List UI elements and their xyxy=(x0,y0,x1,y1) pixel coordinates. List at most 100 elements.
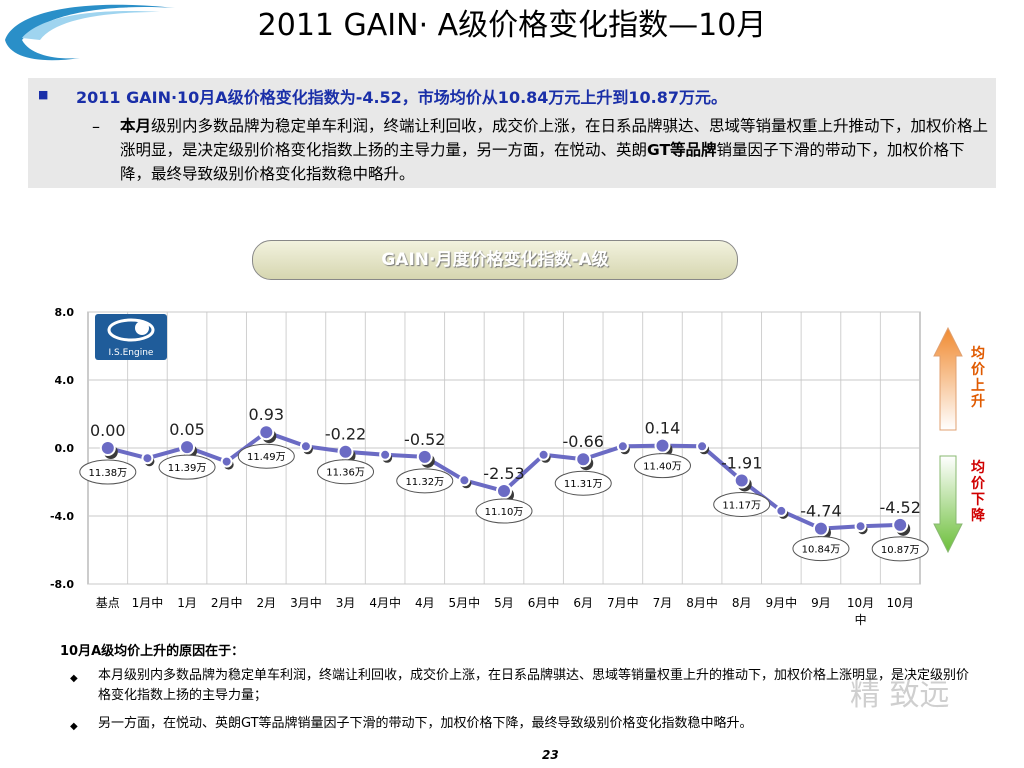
price-callout-text: 11.31万 xyxy=(564,479,603,490)
x-tick-label: 基点 xyxy=(96,596,120,610)
chart-title-pill: GAIN·月度价格变化指数-A级 xyxy=(252,240,738,280)
page-number: 23 xyxy=(542,748,559,762)
data-point xyxy=(775,504,788,517)
data-value-label: 0.14 xyxy=(645,419,681,438)
x-tick-label: 6月中 xyxy=(528,595,560,610)
data-value-label: 0.00 xyxy=(90,421,126,440)
logo-text: I.S.Engine xyxy=(109,348,154,358)
data-point xyxy=(537,448,550,461)
series-points xyxy=(99,424,911,540)
data-point xyxy=(496,483,512,500)
data-point xyxy=(854,520,867,533)
price-callout-bubble xyxy=(792,536,850,562)
slide-title: 2011 GAIN· A级价格变化指数—10月 xyxy=(257,8,767,43)
x-tick-label: 10月 xyxy=(847,596,874,610)
price-up-label: 均价上升 xyxy=(971,346,985,410)
price-callout-bubble xyxy=(554,470,612,496)
dash-bullet: – xyxy=(92,117,100,136)
detail-bold: GT等品牌 xyxy=(647,141,717,159)
data-point xyxy=(616,440,629,453)
reasons-title: 10月A级均价上升的原因在于： xyxy=(60,644,245,659)
y-tick-label: 4.0 xyxy=(55,374,75,387)
x-tick-label: 1月 xyxy=(177,596,197,610)
x-axis-ticks: 基点 1月中 1月 2月中 2月 3月中 3月 4月中 4月 5月中 5月 6月中 6月 7月中 7月 8月中… xyxy=(96,595,914,627)
chart-grid xyxy=(87,311,921,585)
y-tick-label: -8.0 xyxy=(50,578,74,591)
price-callout-text: 11.39万 xyxy=(168,463,207,474)
value-labels: 0.00 0.05 0.93 -0.22 -0.52 -2.53 -0.66 0.14 -1.9… xyxy=(90,405,921,520)
x-tick-label-continued: 中 xyxy=(855,612,867,627)
data-point xyxy=(696,440,709,453)
price-callout-bubble xyxy=(871,536,929,562)
x-tick-label: 4月中 xyxy=(369,595,401,610)
price-callout-text: 11.10万 xyxy=(485,507,524,518)
price-down-label: 均价下降 xyxy=(971,460,985,524)
data-point xyxy=(379,448,392,461)
data-point xyxy=(416,448,433,465)
price-down-arrow xyxy=(933,455,963,554)
price-callout-text: 10.87万 xyxy=(881,545,920,556)
price-callout-text: 11.38万 xyxy=(88,468,127,479)
x-tick-label: 3月 xyxy=(336,596,356,610)
data-point xyxy=(141,452,154,465)
data-point xyxy=(220,455,233,468)
x-tick-label: 7月 xyxy=(653,596,673,610)
price-callout-bubble xyxy=(317,459,375,485)
diamond-bullet-icon: ◆ xyxy=(70,673,78,684)
x-tick-label: 2月 xyxy=(256,596,276,610)
price-callout-text: 11.49万 xyxy=(247,452,286,463)
x-tick-label: 5月 xyxy=(494,596,514,610)
x-tick-label: 6月 xyxy=(573,596,593,610)
price-callouts: 11.38万 11.39万 11.49万 11.36万 11.32万 11.10万 11.3… xyxy=(79,443,929,562)
x-tick-label: 8月 xyxy=(732,596,752,610)
y-tick-label: 0.0 xyxy=(55,442,75,455)
x-tick-label: 9月 xyxy=(811,596,831,610)
detail-lead: 本月 xyxy=(120,117,152,135)
price-callout-bubble xyxy=(396,468,454,494)
price-callout-bubble xyxy=(237,443,295,469)
price-callout-bubble xyxy=(633,453,691,479)
x-tick-label: 1月中 xyxy=(132,595,164,610)
data-point xyxy=(458,474,471,487)
price-callout-bubble xyxy=(475,498,533,524)
data-point xyxy=(337,443,354,460)
data-value-label: 0.93 xyxy=(248,405,284,424)
is-engine-logo: I.S.Engine xyxy=(95,314,167,360)
data-point xyxy=(812,520,829,537)
x-tick-label: 9月中 xyxy=(766,595,798,610)
reason-text: 另一方面，在悦动、英朗GT等品牌销量因子下滑的带动下，加权价格下降，最终导致级别… xyxy=(98,716,753,731)
price-callout-text: 11.32万 xyxy=(405,477,444,488)
y-tick-label: -4.0 xyxy=(50,510,74,523)
data-value-label: -4.52 xyxy=(879,498,920,517)
watermark: 精 致远 xyxy=(850,678,950,713)
up-arrow-shape xyxy=(933,326,963,431)
company-logo-swoosh xyxy=(5,4,175,61)
y-axis-ticks: 8.0 4.0 0.0 -4.0 -8.0 xyxy=(50,306,74,591)
data-point xyxy=(892,516,909,533)
price-callout-text: 10.84万 xyxy=(802,545,841,556)
reason-text: 本月级别内多数品牌为稳定单车利润，终端让利回收，成交价上涨，在日系品牌骐达、思域… xyxy=(98,668,970,703)
price-callout-text: 11.17万 xyxy=(722,500,761,511)
x-tick-label: 2月中 xyxy=(211,595,243,610)
data-point xyxy=(654,437,671,454)
x-tick-label: 7月中 xyxy=(607,595,639,610)
x-tick-label: 3月中 xyxy=(290,595,322,610)
detail-part1: 级别内多数品牌为稳定单车利润，终端让利回收，成交价上涨，在日系品牌骐达、思域等销… xyxy=(120,117,989,159)
diamond-bullet-icon: ◆ xyxy=(70,721,78,732)
summary-detail: 本月级别内多数品牌为稳定单车利润，终端让利回收，成交价上涨，在日系品牌骐达、思域… xyxy=(120,114,990,186)
data-value-label: -0.52 xyxy=(404,430,445,449)
bullet-square-icon: ■ xyxy=(38,88,49,101)
data-point xyxy=(299,440,312,453)
x-tick-label: 4月 xyxy=(415,596,435,610)
price-callout-bubble xyxy=(79,459,137,485)
data-value-label: 0.05 xyxy=(169,420,205,439)
data-point xyxy=(733,472,750,489)
data-value-label: -1.91 xyxy=(721,453,762,472)
data-value-label: -0.66 xyxy=(563,432,604,451)
price-up-arrow xyxy=(933,326,963,431)
x-tick-label: 10月 xyxy=(887,596,914,610)
data-point xyxy=(258,424,275,441)
price-callout-text: 11.40万 xyxy=(643,462,682,473)
chart-title: GAIN·月度价格变化指数-A级 xyxy=(381,250,609,270)
